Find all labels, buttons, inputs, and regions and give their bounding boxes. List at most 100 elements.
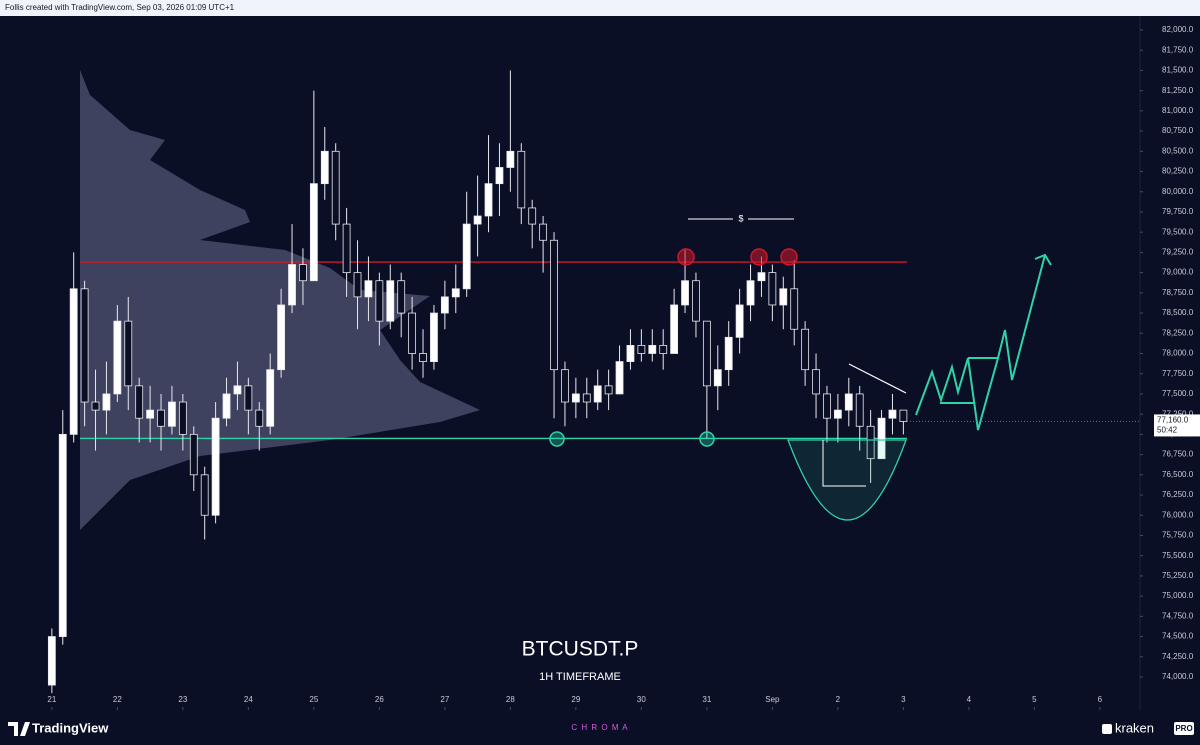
candle-body [495,167,504,185]
candle-body [309,183,318,282]
y-tick-label: 81,000.0 [1162,106,1194,115]
candle-body [244,385,253,411]
candle-body [615,361,624,395]
candle-body [419,353,427,362]
x-tick-label: 25 [309,695,318,704]
y-tick-label: 74,500.0 [1162,632,1194,641]
candle-body [812,369,820,395]
resistance-touch [677,248,695,266]
candle-body [724,336,733,371]
candle-body [823,393,831,419]
candle-body [80,288,89,403]
plot [47,70,908,694]
candle-body [69,288,78,435]
top-bar [0,0,1200,16]
x-tick-label: 27 [440,695,449,704]
candle-body [102,393,111,411]
candle-body [189,433,198,476]
y-tick-label: 74,000.0 [1162,672,1194,681]
timeframe: 1H TIMEFRAME [539,671,621,683]
candle-body [397,280,406,314]
candle-body [561,369,569,403]
x-tick-label: 30 [637,695,646,704]
candle-body [178,401,187,435]
candle-body [593,385,602,403]
candle-body [899,409,908,422]
candle-body [539,223,548,241]
y-tick-label: 76,500.0 [1162,470,1194,479]
candle-body [146,409,155,419]
x-tick-label: 3 [901,695,906,704]
x-tick-label: 28 [506,695,515,704]
sponsor: C H R O M A [571,723,628,732]
candle-body [91,401,100,411]
y-tick-label: 78,750.0 [1162,288,1194,297]
candle-body [299,264,307,282]
y-tick-label: 79,750.0 [1162,207,1194,216]
candle-body [670,304,679,354]
candle-body [440,296,449,314]
candle-body [582,393,591,403]
candle-body [637,345,646,354]
x-tick-label: 5 [1032,695,1037,704]
candle-body [200,474,209,516]
candle-body [528,207,537,225]
x-tick-label: Sep [765,695,780,704]
x-tick-label: 29 [571,695,580,704]
cup [787,439,907,521]
candle-body [353,272,362,298]
y-tick-label: 77,750.0 [1162,369,1194,378]
x-tick-label: 26 [375,695,384,704]
candle-body [135,385,144,419]
y-tick-label: 79,500.0 [1162,227,1194,236]
candle-body [790,288,799,330]
candle-body [517,150,526,209]
support-touch [549,431,565,447]
y-tick-label: 79,250.0 [1162,248,1194,257]
broker-logo [1102,724,1112,734]
credit: Follis created with TradingView.com, Sep… [5,3,235,12]
drawings [549,218,1052,521]
candle-body [844,393,853,411]
y-tick-label: 78,250.0 [1162,328,1194,337]
y-tick-label: 81,750.0 [1162,45,1194,54]
y-tick-label: 78,500.0 [1162,308,1194,317]
candle-body [375,280,384,322]
candle-body [386,280,395,322]
candle-body [342,223,351,274]
candle-body [713,369,722,387]
candle-body [451,288,460,298]
x-tick-label: 31 [702,695,711,704]
box [822,440,866,487]
y-tick-label: 76,750.0 [1162,450,1194,459]
candle-body [233,385,242,395]
candle-body [626,345,635,362]
y-tick-label: 75,750.0 [1162,531,1194,540]
candle-body [550,239,558,371]
candle-body [877,417,886,460]
candle-body [157,409,165,427]
candle-body [604,385,613,395]
candle-body [168,401,176,427]
brand: TradingView [32,720,109,735]
y-tick-label: 80,500.0 [1162,146,1194,155]
y-tick-label: 78,000.0 [1162,349,1194,358]
x-tick-label: 21 [47,695,56,704]
x-tick-label: 24 [244,695,253,704]
y-tick-label: 79,000.0 [1162,268,1194,277]
y-tick-label: 80,000.0 [1162,187,1194,196]
candle-body [506,150,515,168]
last-price-box [1154,414,1200,437]
countdown: 50:42 [1157,426,1178,435]
candle-body [255,409,264,427]
candle-body [484,183,493,217]
candle-body [124,320,133,387]
x-tick-label: 2 [836,695,841,704]
resistance-touch [750,248,768,266]
candle-body [331,150,340,225]
bottom-bar [0,710,1200,745]
candle-body [692,280,700,322]
y-tick-label: 74,250.0 [1162,652,1194,661]
candle-body [288,264,296,306]
